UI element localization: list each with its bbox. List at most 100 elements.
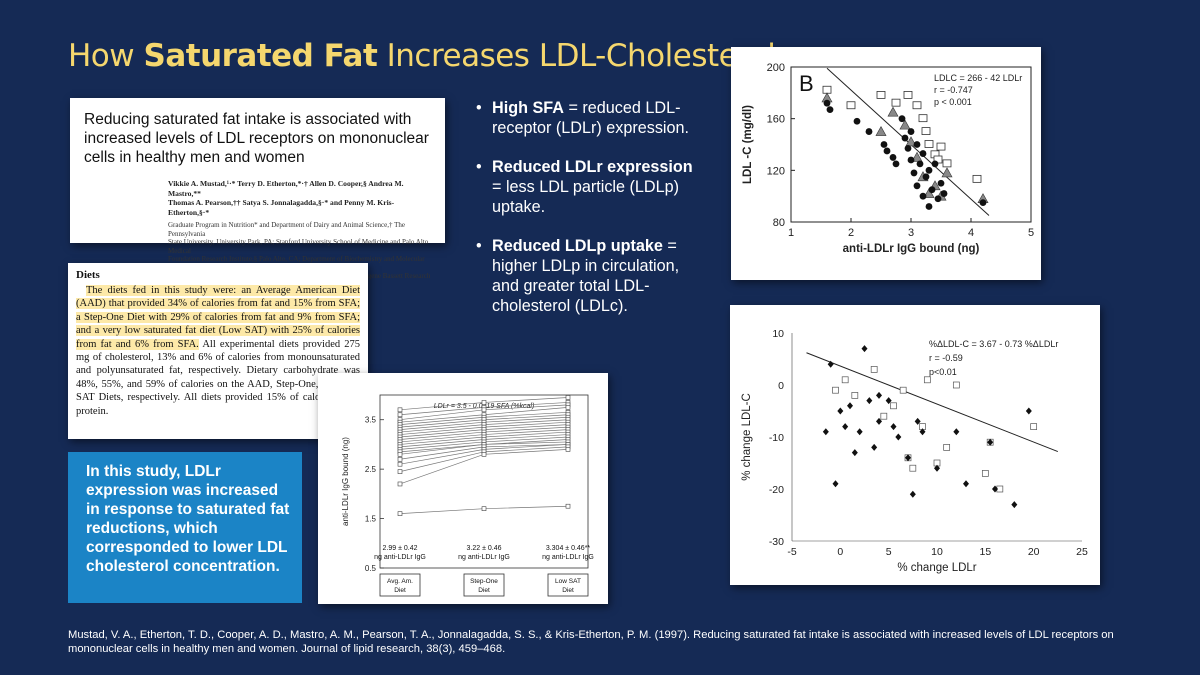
- subject-point: [481, 400, 487, 405]
- point-circle: [910, 169, 918, 177]
- point-square: [918, 114, 928, 123]
- y-tick-label: -30: [769, 536, 784, 548]
- paper-header-card: Reducing saturated fat intake is associa…: [70, 98, 445, 297]
- point-circle: [880, 141, 888, 148]
- subject-point: [565, 447, 571, 452]
- point-square: [822, 85, 832, 94]
- category-label: Diet: [562, 587, 574, 594]
- callout-box: In this study, LDLr expression was incre…: [68, 452, 302, 603]
- point-circle: [919, 192, 927, 200]
- x-axis-label: anti-LDLr IgG bound (ng): [843, 243, 980, 255]
- category-label: Step-One: [470, 578, 498, 585]
- point-diamond: [905, 454, 911, 462]
- regression-line: [806, 352, 1059, 453]
- category-box: [379, 573, 421, 597]
- y-tick-label: 2.5: [365, 465, 377, 474]
- bullet-list: High SFA = reduced LDL-receptor (LDLr) e…: [476, 98, 706, 335]
- point-triangle: [905, 136, 917, 147]
- subject-point: [481, 506, 487, 511]
- point-diamond: [919, 428, 926, 436]
- point-circle: [913, 182, 921, 190]
- mean-value: 3.304 ± 0.46**: [546, 545, 591, 552]
- bullet-bold: Reduced LDLr expression: [492, 158, 693, 176]
- point-square: [921, 127, 931, 135]
- title-bold: Saturated Fat: [143, 38, 378, 74]
- annotation: p < 0.001: [934, 97, 972, 107]
- bullet-text: = higher LDLp in circulation, and greate…: [492, 237, 680, 315]
- point-triangle: [875, 125, 887, 136]
- y-tick-label: 0.5: [365, 564, 377, 573]
- point-circle: [919, 150, 927, 157]
- y-tick-label: 160: [767, 114, 785, 126]
- category-label: Diet: [478, 587, 490, 594]
- point-diamond: [876, 391, 882, 399]
- point-diamond: [885, 397, 892, 405]
- x-tick-label: 3: [908, 227, 914, 239]
- point-square: [880, 412, 888, 420]
- point-circle: [928, 186, 936, 194]
- diets-paragraph: The diets fed in this study were: an Ave…: [76, 284, 360, 418]
- point-circle: [907, 128, 915, 135]
- bullet-bold: High SFA: [492, 99, 564, 117]
- subject-point: [397, 452, 403, 457]
- point-circle: [913, 141, 921, 148]
- point-diamond: [992, 485, 998, 493]
- x-tick-label: 15: [979, 546, 991, 558]
- point-circle: [892, 160, 900, 168]
- subject-point: [397, 461, 403, 467]
- point-square: [890, 402, 897, 410]
- point-circle: [889, 154, 897, 161]
- y-tick-label: 1.5: [365, 515, 377, 524]
- point-triangle: [911, 151, 923, 162]
- point-square: [846, 101, 856, 110]
- subject-point: [481, 452, 487, 457]
- y-tick-label: 3.5: [365, 416, 377, 425]
- point-diamond: [832, 480, 839, 488]
- point-square: [912, 101, 922, 110]
- ldlc-vs-ldlr-chart-card: B LDLC = 266 - 42 LDLr r = -0.747 p < 0.001…: [731, 47, 1041, 280]
- plot-frame: [379, 394, 589, 569]
- mean-value: 3.22 ± 0.46: [467, 545, 502, 552]
- point-circle: [940, 190, 948, 197]
- title-part1: How: [68, 38, 144, 74]
- point-square: [891, 98, 901, 107]
- x-tick-label: 20: [1028, 546, 1040, 558]
- y-axis-label: % change LDL-C: [741, 393, 753, 481]
- subject-point: [397, 407, 403, 413]
- point-diamond: [866, 397, 873, 405]
- x-tick-label: 10: [931, 546, 943, 558]
- point-circle: [853, 117, 861, 125]
- annotation: %ΔLDL-C = 3.67 - 0.73 %ΔLDLr: [929, 339, 1058, 349]
- point-triangle: [941, 167, 953, 178]
- point-square: [851, 392, 859, 399]
- point-diamond: [871, 443, 878, 451]
- point-circle: [925, 203, 933, 210]
- category-label: Low SAT: [555, 578, 581, 585]
- y-tick-label: 80: [773, 217, 785, 229]
- bullet-text: = reduced LDL-receptor (LDLr) expression…: [492, 99, 690, 137]
- point-circle: [823, 99, 831, 107]
- ldlr-diet-line-chart: LDLr = 3.5 - 0.0319 SFA (%kcal)0.51.52.5…: [341, 394, 594, 597]
- slide-title: How Saturated Fat Increases LDL-Choleste…: [68, 38, 776, 74]
- point-triangle: [923, 187, 935, 198]
- point-square: [981, 470, 989, 477]
- point-diamond: [987, 438, 994, 446]
- point-circle: [934, 195, 942, 203]
- point-circle: [865, 128, 873, 135]
- point-diamond: [876, 417, 882, 425]
- x-tick-label: 4: [968, 227, 974, 239]
- point-square: [903, 91, 913, 99]
- annotation: r = -0.747: [934, 85, 973, 95]
- y-tick-label: 10: [772, 328, 784, 340]
- y-tick-label: -20: [769, 484, 784, 496]
- x-tick-label: 25: [1076, 546, 1088, 558]
- paper-authors: Vikkie A. Mustad,¹·* Terry D. Etherton,*…: [168, 179, 431, 217]
- point-diamond: [842, 423, 849, 431]
- point-diamond: [851, 449, 858, 457]
- point-circle: [883, 147, 891, 155]
- category-label: Diet: [394, 587, 406, 594]
- point-triangle: [887, 106, 899, 117]
- point-circle: [922, 173, 930, 181]
- point-diamond: [963, 480, 969, 488]
- y-tick-label: -10: [769, 432, 784, 444]
